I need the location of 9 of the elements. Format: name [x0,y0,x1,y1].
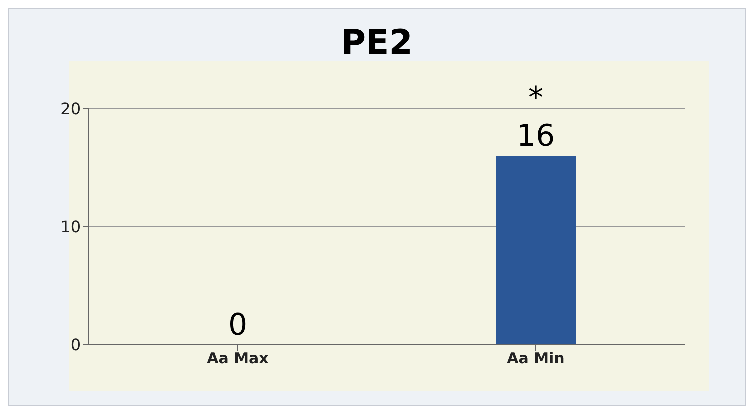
data-label: 0 [228,308,248,343]
y-tick-label: 0 [70,336,81,355]
y-tick-label: 10 [60,218,81,237]
x-tick-label: Aa Max [207,350,270,368]
y-tick-label: 20 [60,100,81,119]
data-label: 16 [516,119,556,154]
x-tick-label: Aa Min [507,350,565,368]
chart-title: PE2 [340,23,414,63]
annotation: * [528,81,544,116]
